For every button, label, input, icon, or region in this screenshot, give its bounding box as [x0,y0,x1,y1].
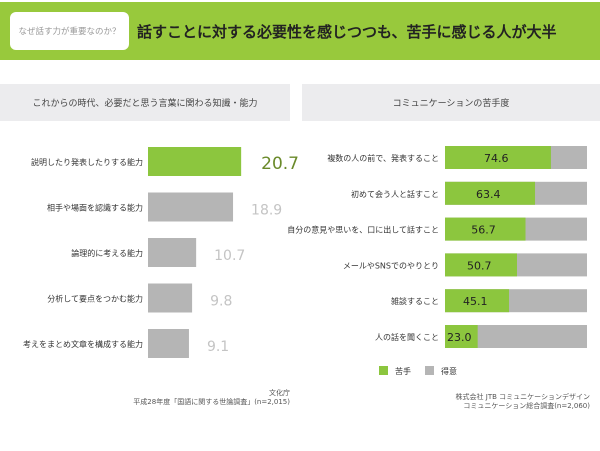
page-title: 話すことに対する必要性を感じつつも、苦手に感じる人が大半 [137,23,557,41]
left-source: 文化庁 平成28年度「国語に関する世論調査」(n=2,015) [133,389,290,407]
bar-weak [445,289,510,313]
value-label: 20.7 [261,154,299,174]
section-tag: なぜ話す力が重要なのか？ [10,12,129,50]
value-label: 18.9 [251,203,282,219]
source-line: 株式会社 JTB コミュニケーションデザイン [455,393,590,401]
value-label: 9.8 [210,294,232,310]
bar-weak [445,253,517,277]
legend-swatch-good [425,366,434,375]
bar [148,329,189,358]
category-label: 相手や場面を認識する能力 [47,203,143,213]
category-label: 説明したり発表したりする能力 [31,157,143,167]
value-label: 9.1 [207,339,229,355]
bar-weak [445,325,478,348]
category-label: 自分の意見や思いを、口に出して話すこと [287,225,439,235]
right-source: 株式会社 JTB コミュニケーションデザイン コミュニケーション総合調査(n=2… [456,393,590,411]
bar-weak [445,217,526,241]
bar [148,283,193,313]
bar [148,192,234,222]
source-line: コミュニケーション総合調査(n=2,060) [463,402,590,410]
right-chart-title: コミュニケーションの苦手度 [302,84,600,121]
category-label: メールやSNSでのやりとり [343,261,439,270]
value-label: 63.4 [476,188,501,201]
bar-weak [445,181,536,205]
value-label: 23.0 [447,331,472,344]
bar [148,147,242,176]
value-label: 74.6 [484,152,509,165]
value-label: 56.7 [471,224,496,237]
value-label: 50.7 [467,259,492,272]
category-label: 考えをまとめ文章を構成する能力 [23,339,143,349]
bar [148,238,197,267]
legend-swatch-weak [379,366,388,375]
source-line: 平成28年度「国語に関する世論調査」(n=2,015) [133,398,290,406]
bar-good [445,325,587,348]
header-banner: なぜ話す力が重要なのか？ 話すことに対する必要性を感じつつも、苦手に感じる人が大… [0,2,600,60]
value-label: 45.1 [463,295,488,308]
source-line: 文化庁 [269,389,290,397]
category-label: 分析して要点をつかむ能力 [47,294,143,304]
legend-label: 苦手 [395,366,411,376]
left-chart-title: これからの時代、必要だと思う言葉に関わる知識・能力 [0,84,290,121]
category-label: 人の話を聞くこと [375,332,439,342]
value-label: 10.7 [214,248,245,264]
category-label: 雑談すること [391,296,439,306]
bar-weak [445,146,551,169]
category-label: 初めて会う人と話すこと [351,189,439,199]
category-label: 論理的に考える能力 [71,248,143,258]
legend-label: 得意 [441,366,457,376]
category-label: 複数の人の前で、発表すること [327,153,439,163]
